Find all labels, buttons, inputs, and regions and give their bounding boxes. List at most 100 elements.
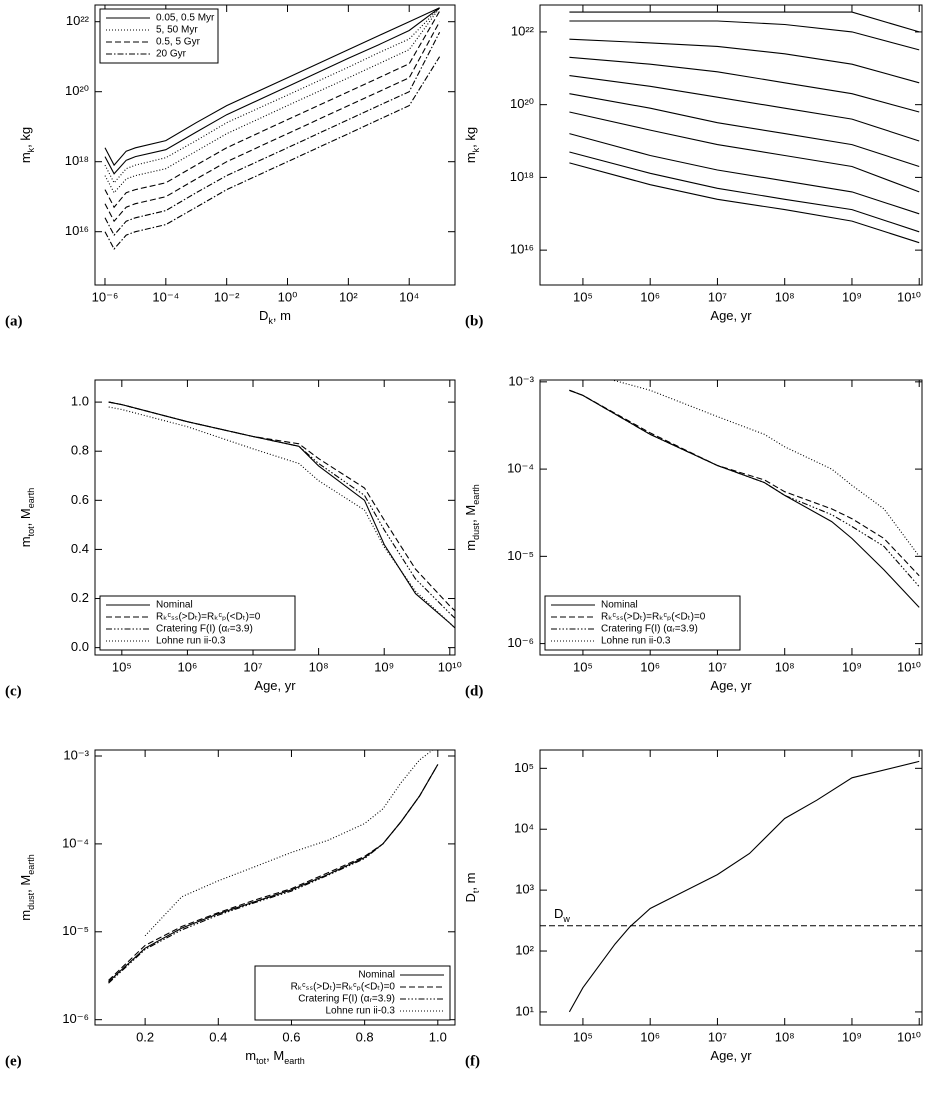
legend-label: 0.5, 5 Gyr bbox=[156, 37, 201, 48]
plot-frame bbox=[539, 379, 923, 656]
x-tick-label: 10⁵ bbox=[112, 659, 132, 674]
series-line bbox=[104, 56, 441, 250]
x-tick-label: 10⁶ bbox=[178, 659, 198, 674]
series-line bbox=[104, 7, 441, 194]
y-tick-label: 10³ bbox=[515, 882, 534, 897]
x-tick-label: 10⁷ bbox=[243, 659, 262, 674]
series-line bbox=[568, 760, 920, 1013]
x-tick-label: 10¹⁰ bbox=[897, 1029, 921, 1044]
y-axis-label-part: , kg bbox=[463, 127, 478, 148]
legend-label: Cratering F(I) (αᵣ=3.9) bbox=[156, 624, 253, 635]
y-axis-label-part: , M bbox=[463, 505, 478, 523]
lines bbox=[569, 380, 920, 608]
panel-label: (a) bbox=[5, 313, 23, 329]
x-tick-label: 10¹⁰ bbox=[438, 659, 462, 674]
y-tick-label: 10¹ bbox=[515, 1003, 534, 1018]
y-tick-label: 10¹⁶ bbox=[65, 223, 89, 238]
y-axis-label-part: k bbox=[26, 147, 36, 152]
legend-label: Rₖᶜₛₛ(>Dₜ)=Rₖᶜₚ(<Dₜ)=0 bbox=[601, 612, 706, 623]
x-tick-label: 1.0 bbox=[429, 1029, 447, 1044]
y-tick-label: 10⁴ bbox=[514, 821, 534, 836]
y-tick-label: 0.0 bbox=[71, 639, 89, 654]
x-tick-label: 0.8 bbox=[356, 1029, 374, 1044]
plot-frame bbox=[539, 4, 923, 286]
y-tick-label: 10⁻⁶ bbox=[62, 1011, 89, 1026]
x-tick-label: 10¹⁰ bbox=[897, 289, 921, 304]
series-line bbox=[569, 162, 920, 244]
y-axis-label: mk, kg bbox=[18, 127, 36, 163]
x-tick-label: 10⁸ bbox=[775, 289, 795, 304]
series-line bbox=[569, 389, 920, 608]
lines bbox=[569, 11, 920, 244]
y-tick-label: 10⁻³ bbox=[63, 747, 89, 762]
x-axis-label: Age, yr bbox=[710, 1048, 752, 1063]
series-line bbox=[569, 389, 920, 577]
series-line bbox=[569, 38, 920, 84]
x-tick-label: 0.6 bbox=[282, 1029, 300, 1044]
x-tick-label: 10⁹ bbox=[842, 659, 862, 674]
x-tick-label: 10² bbox=[339, 289, 358, 304]
legend-label: Rₖᶜₛₛ(>Dₜ)=Rₖᶜₚ(<Dₜ)=0 bbox=[156, 612, 261, 623]
x-axis-label-part: D bbox=[259, 308, 268, 323]
y-tick-label: 10⁻⁵ bbox=[62, 923, 89, 938]
panel: 10⁵ 10⁶ 10⁷ 10⁸ 10⁹ 10¹⁰ 0.0 0.2 0.4 0.6 0.8 1.0 Nom… bbox=[5, 379, 462, 699]
legend-label: Rₖᶜₛₛ(>Dₜ)=Rₖᶜₚ(<Dₜ)=0 bbox=[291, 982, 396, 993]
x-tick-label: 10⁶ bbox=[640, 289, 660, 304]
x-tick-label: 10⁹ bbox=[842, 289, 862, 304]
panel: 10⁵ 10⁶ 10⁷ 10⁸ 10⁹ 10¹⁰ 10⁻⁶ 10⁻⁵ 10⁻⁴ 10⁻³ Nomin… bbox=[463, 373, 923, 699]
x-tick-label: 10⁻⁶ bbox=[92, 289, 119, 304]
y-tick-label: 10² bbox=[515, 942, 534, 957]
x-tick-label: 10⁵ bbox=[573, 289, 593, 304]
x-tick-label: 10⁹ bbox=[842, 1029, 862, 1044]
y-tick-label: 10¹⁸ bbox=[510, 169, 534, 184]
x-tick-label: 10⁸ bbox=[775, 1029, 795, 1044]
panel: 0.2 0.4 0.6 0.8 1.0 10⁻⁶ 10⁻⁵ 10⁻⁴ 10⁻³ NominalRₖ… bbox=[5, 747, 456, 1069]
plot-frame bbox=[539, 749, 923, 1026]
x-axis-label-part: earth bbox=[284, 1056, 305, 1066]
series-line bbox=[104, 21, 441, 223]
y-axis-label-part: m bbox=[463, 540, 478, 551]
x-tick-label: 10⁷ bbox=[708, 1029, 727, 1044]
y-axis-label: mk, kg bbox=[463, 127, 481, 163]
y-tick-label: 10⁻⁵ bbox=[507, 548, 534, 563]
y-axis-label: mtot, Mearth bbox=[18, 488, 36, 547]
x-tick-label: 10¹⁰ bbox=[897, 659, 921, 674]
y-tick-label: 10⁻³ bbox=[508, 373, 534, 388]
series-line bbox=[569, 111, 920, 193]
legend-label: Cratering F(I) (αᵣ=3.9) bbox=[298, 994, 395, 1005]
x-tick-label: 10⁸ bbox=[309, 659, 329, 674]
legend-label: Nominal bbox=[601, 600, 638, 611]
series-line bbox=[108, 401, 455, 612]
series-line bbox=[108, 401, 455, 629]
y-axis-label-part: , M bbox=[18, 875, 33, 893]
y-tick-label: 10¹⁸ bbox=[65, 153, 89, 168]
x-tick-label: 10⁵ bbox=[573, 659, 593, 674]
x-tick-label: 10⁸ bbox=[775, 659, 795, 674]
reference-label-part: D bbox=[554, 906, 563, 921]
series-line bbox=[569, 75, 920, 142]
x-tick-label: 0.4 bbox=[209, 1029, 227, 1044]
y-axis-label-part: , M bbox=[18, 508, 33, 526]
legend-label: 20 Gyr bbox=[156, 49, 187, 60]
legend-label: Cratering F(I) (αᵣ=3.9) bbox=[601, 624, 698, 635]
y-axis-label: Dt, m bbox=[463, 873, 481, 903]
y-axis-label-part: D bbox=[463, 893, 478, 902]
x-axis-label-part: tot bbox=[256, 1056, 267, 1066]
y-tick-label: 10⁵ bbox=[514, 760, 534, 775]
x-tick-label: 10⁹ bbox=[374, 659, 394, 674]
y-axis-label-part: m bbox=[463, 152, 478, 163]
y-axis-label-part: , kg bbox=[18, 127, 33, 148]
x-tick-label: 10⁻² bbox=[214, 289, 240, 304]
y-axis-label-part: m bbox=[18, 152, 33, 163]
series-line bbox=[104, 31, 441, 237]
y-tick-label: 0.6 bbox=[71, 492, 89, 507]
x-axis-label-part: Age, yr bbox=[710, 1048, 752, 1063]
series-line bbox=[569, 133, 920, 215]
y-tick-label: 0.8 bbox=[71, 443, 89, 458]
series-line bbox=[569, 389, 920, 587]
panel-label: (b) bbox=[465, 313, 483, 329]
y-tick-label: 10⁻⁴ bbox=[507, 461, 534, 476]
